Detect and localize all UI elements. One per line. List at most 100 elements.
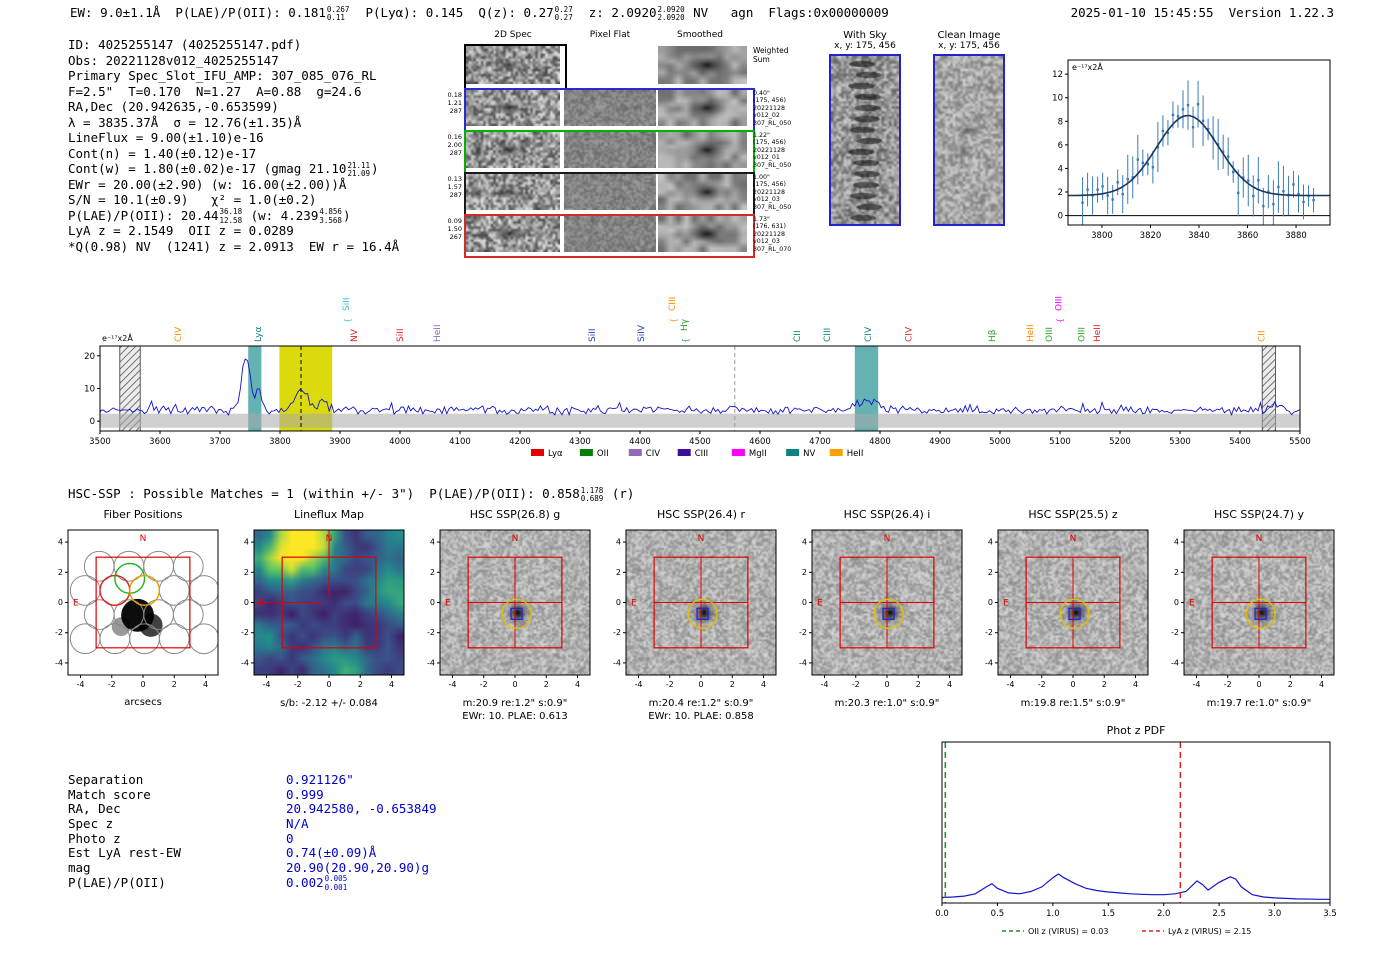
with-sky-coords: x, y: 175, 456 — [834, 41, 896, 51]
cutout-caption-1: m:20.9 re:1.2" s:0.9" — [462, 698, 568, 709]
cutout-caption-2: EWr: 10. PLAE: 0.613 — [462, 711, 568, 722]
svg-text:N: N — [512, 534, 519, 544]
svg-text:2: 2 — [802, 568, 807, 577]
cutout-axes-overlay: N E -4 -4 -2 -2 0 0 2 2 4 4 — [1171, 529, 1335, 689]
svg-text:HeII: HeII — [1026, 324, 1036, 342]
svg-text:CIV: CIV — [864, 326, 874, 342]
svg-text:-4: -4 — [1193, 680, 1201, 689]
svg-text:0: 0 — [802, 598, 807, 607]
header-date-version: 2025-01-10 15:45:55 Version 1.22.3 — [1070, 5, 1334, 20]
info-line: RA,Dec (20.942635,-0.653599) — [68, 99, 399, 115]
svg-text:4: 4 — [616, 538, 621, 547]
svg-text:N: N — [140, 534, 147, 544]
text-segment: 0.921126" — [286, 772, 354, 787]
cutout-caption-1: m:20.4 re:1.2" s:0.9" — [648, 698, 754, 709]
text-segment: HSC-SSP : Possible Matches = 1 (within +… — [68, 486, 580, 501]
spec2d-row-annotation: 1.73" (176, 631) 20221128 v012_03 307_RL_070 — [753, 216, 792, 253]
cutout-panels-row: Fiber Positions N E -4 -4 -2 -2 0 0 2 2 4 4 arcsecs Li… — [50, 508, 1400, 724]
svg-text:3820: 3820 — [1140, 231, 1162, 241]
info-line: LineFlux = 9.00(±1.10)e-16 — [68, 130, 399, 146]
cutout-caption-1: m:19.7 re:1.0" s:0.9" — [1206, 698, 1312, 709]
svg-text:2: 2 — [616, 568, 621, 577]
svg-text:2: 2 — [988, 568, 993, 577]
match-row: Separation 0.921126" — [68, 772, 437, 787]
svg-text:2.5: 2.5 — [1212, 909, 1226, 919]
stacked-uncertainty: 4.856 3.568 — [319, 207, 342, 225]
spec2d-row: 0.09 1.50 267 1.73" (176, 631) 20221128 v012_0… — [443, 214, 793, 258]
svg-text:-2: -2 — [480, 680, 488, 689]
text-segment: LyA z = 2.1549 OII z = 0.0289 — [68, 223, 294, 238]
svg-text:12: 12 — [1052, 70, 1063, 80]
info-line: *Q(0.98) NV (1241) z = 2.0913 EW r = 16.… — [68, 239, 399, 255]
catalog-match-table: Separation 0.921126" Match score 0.999 RA, D… — [68, 772, 437, 892]
svg-text:OIII: OIII — [1045, 327, 1055, 342]
svg-text:3860: 3860 — [1237, 231, 1259, 241]
text-segment: P(LAE)/P(OII): 20.44 — [68, 207, 219, 223]
svg-text:N: N — [698, 534, 705, 544]
text-segment: λ = 3835.37Å σ = 12.76(±1.35)Å — [68, 114, 302, 130]
photz-pdf-plot: Phot z PDF 0.0 0.5 1.0 1.5 2.0 2.5 3.0 3.5 OII z … — [935, 724, 1337, 936]
clean-image — [933, 54, 1005, 226]
match-row-label: RA, Dec — [68, 801, 121, 817]
svg-text:2: 2 — [1288, 680, 1293, 689]
text-segment: 0.74(±0.09)Å — [286, 845, 377, 861]
svg-text:OII: OII — [597, 449, 609, 459]
spec2d-strip — [466, 174, 560, 210]
svg-text:Hβ: Hβ — [988, 329, 998, 342]
match-row-label: Spec z — [68, 816, 114, 832]
spec2d-strip — [466, 90, 560, 126]
svg-text:-2: -2 — [294, 680, 302, 689]
smoothed-strip — [658, 174, 747, 210]
text-segment: Cont(w) = 1.80(±0.02)e-17 (gmag 21.10 — [68, 161, 347, 176]
match-row-value: 0.999 — [286, 787, 324, 802]
svg-text:SiII: SiII — [396, 328, 406, 342]
match-row: mag 20.90(20.90,20.90)g — [68, 860, 437, 875]
text-segment: Primary Spec_Slot_IFU_AMP: 307_085_076_R… — [68, 68, 377, 83]
match-row-label: Est LyA rest-EW — [68, 845, 181, 861]
with-sky-panel: With Sky x, y: 175, 456 — [824, 30, 906, 226]
svg-text:2: 2 — [730, 680, 735, 689]
svg-text:4: 4 — [761, 680, 766, 689]
cutout-caption-1: m:19.8 re:1.5" s:0.9" — [1020, 698, 1126, 709]
svg-text:{: { — [681, 338, 690, 343]
svg-text:Lyα: Lyα — [254, 326, 264, 342]
svg-text:3600: 3600 — [149, 437, 171, 447]
svg-text:4600: 4600 — [749, 437, 771, 447]
stacked-uncertainty: 0.267 0.11 — [326, 4, 350, 22]
svg-text:N: N — [1070, 534, 1077, 544]
cutout-panel-hsc-2: HSC SSP(26.8) g N E -4 -4 -2 -2 0 0 2 2 4 4 m:20.9 re… — [422, 508, 608, 724]
svg-text:CIV: CIV — [646, 449, 660, 459]
svg-text:4: 4 — [575, 680, 580, 689]
svg-text:4100: 4100 — [449, 437, 471, 447]
svg-text:{: { — [1056, 318, 1065, 323]
spec2d-row-left-labels: 0.18 1.21 287 — [447, 91, 462, 115]
text-segment: ID: 4025255147 (4025255147.pdf) — [68, 37, 302, 52]
svg-text:CIV: CIV — [174, 326, 184, 342]
svg-text:Phot z PDF: Phot z PDF — [1107, 724, 1166, 737]
svg-text:4: 4 — [58, 538, 63, 547]
match-row-value: 0.921126" — [286, 772, 354, 787]
svg-text:E: E — [631, 599, 637, 609]
text-segment: S/N = 10.1(±0.9) χ² = 1.0(±0.2) — [68, 192, 317, 207]
svg-text:{: { — [343, 318, 352, 323]
spec2d-row-left-labels: 0.16 2.00 287 — [447, 133, 462, 157]
svg-text:E: E — [73, 599, 79, 609]
cutout-caption-2: EWr: 10. PLAE: 0.858 — [648, 711, 754, 722]
cutout-caption-1: m:20.3 re:1.0" s:0.9" — [834, 698, 940, 709]
text-segment: LineFlux = 9.00(±1.10)e-16 — [68, 130, 264, 145]
svg-text:4: 4 — [1319, 680, 1324, 689]
svg-text:3800: 3800 — [1091, 231, 1113, 241]
spec2d-row-left-labels: 0.13 1.57 287 — [447, 175, 462, 199]
text-segment: RA,Dec (20.942635,-0.653599) — [68, 99, 279, 114]
cutout-panel-hsc-6: HSC SSP(24.7) y N E -4 -4 -2 -2 0 0 2 2 4 4 m:19.7 re… — [1166, 508, 1352, 724]
svg-text:20: 20 — [84, 352, 95, 362]
svg-text:2.0: 2.0 — [1157, 909, 1171, 919]
svg-text:CIII: CIII — [695, 449, 708, 459]
svg-text:2: 2 — [916, 680, 921, 689]
spec2d-col-header: Pixel Flat — [589, 30, 631, 40]
info-line: ID: 4025255147 (4025255147.pdf) — [68, 37, 399, 53]
match-row-value: 20.942580, -0.653849 — [286, 801, 437, 816]
svg-text:4: 4 — [1174, 538, 1179, 547]
spec2d-row-annotation: 1.22" (175, 456) 20221128 v012_01 307_RL_050 — [753, 132, 792, 169]
svg-text:0: 0 — [430, 598, 435, 607]
